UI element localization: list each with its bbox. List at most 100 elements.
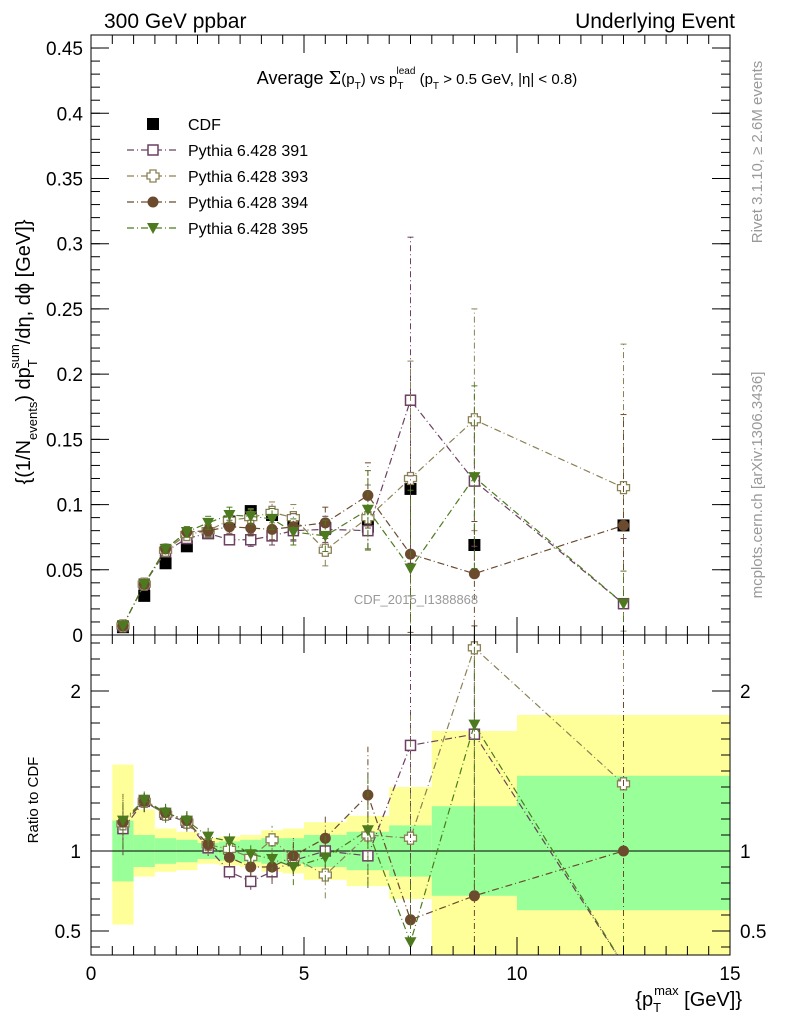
data-point [468,568,480,580]
data-point [223,534,236,546]
ratio-data-point [468,890,480,902]
data-point [223,510,236,521]
y-tick-label: 0.05 [46,561,83,582]
data-point [138,579,151,591]
legend-marker [147,196,159,208]
ratio-data-point [202,831,215,843]
header-right: Underlying Event [575,10,735,33]
ratio-y-tick-label: 0.5 [55,922,81,943]
legend-marker [146,169,160,183]
data-point [245,522,257,534]
legend-label: Pythia 6.428 393 [188,169,308,186]
series-2 [116,308,631,633]
ratio-series-3 [116,635,624,955]
x-tick-label: 5 [299,964,310,985]
data-point [266,513,279,525]
analysis-watermark: CDF_2015_I1388868 [354,592,478,607]
y-tick-label: 0.1 [57,496,83,517]
series-1 [117,236,630,636]
ratio-data-point [403,831,418,845]
main-title: Average Σ(pT) vs pTlead (pT > 0.5 GeV, |… [257,66,577,92]
data-point [244,511,257,523]
ratio-data-point [265,833,279,847]
legend-entry: Pythia 6.428 393 [127,169,308,186]
y-tick-label: 0.15 [46,430,83,451]
y-tick-label: 0.35 [46,169,83,190]
ratio-y-axis-label: Ratio to CDF [25,757,42,844]
rivet-label: Rivet 3.1.10, ≥ 2.6M events [749,61,766,244]
data-point [202,525,214,537]
ratio-series-line [122,733,619,955]
ratio-y-tick-label-right: 2 [740,682,751,703]
ratio-data-point [159,807,172,819]
data-point [617,598,630,610]
data-point [138,589,151,602]
ratio-y-tick-label-right: 0.5 [740,922,766,943]
y-tick-label: 0.45 [46,39,83,60]
data-point [319,530,332,542]
data-point [159,557,172,570]
data-point [159,543,172,555]
legend-label: Pythia 6.428 394 [188,195,308,212]
ratio-data-point [244,849,257,861]
data-point [223,521,235,533]
ratio-data-point [319,852,332,864]
data-point [180,526,193,538]
ratio-data-point [266,854,279,865]
ratio-data-point [618,845,629,857]
legend-label: Pythia 6.428 391 [188,143,308,160]
main-y-axis-label: {(1/Nevents) dpTsum/dη, dϕ [GeV]} [7,219,40,484]
legend-label: Pythia 6.428 395 [188,221,308,238]
ratio-data-point [223,866,236,878]
series-4 [116,385,630,636]
ratio-data-point [468,719,481,731]
main-axis-ticks: 0 0.05 0.1 0.15 0.2 0.25 0.3 0.35 0.4 0.45 [46,35,731,647]
legend-entry: CDF [147,117,221,134]
data-point [618,519,629,531]
data-point [361,504,374,516]
ratio-panel [116,635,631,955]
y-tick-label: 0.25 [46,300,83,321]
data-point [404,563,417,575]
data-point [468,472,481,484]
ratio-y-tick-label: 1 [70,842,81,863]
x-tick-label: 15 [719,964,740,985]
ratio-data-point [180,815,193,827]
data-point [202,517,215,529]
ratio-data-point [116,815,129,827]
legend-entry: Pythia 6.428 391 [127,143,308,160]
ratio-data-point [223,836,236,848]
ratio-data-point [287,862,300,873]
y-tick-label: 0 [72,626,83,647]
ratio-data-point [361,825,374,837]
legend-entry: Pythia 6.428 394 [127,195,308,212]
x-axis-label: {pTmax [GeV]} [635,983,742,1015]
ratio-data-point [245,875,257,888]
legend-marker [147,223,159,234]
ratio-y-tick-label-right: 1 [740,842,751,863]
main-panel [116,236,631,636]
legend-entry: Pythia 6.428 395 [127,221,308,238]
series-line [122,494,624,627]
y-tick-label: 0.4 [57,104,84,125]
x-tick-label: 10 [506,964,527,985]
legend-marker [147,118,159,130]
y-tick-label: 0.2 [57,365,83,386]
ratio-series-line [122,723,619,955]
data-point [287,526,300,538]
legend: CDF Pythia 6.428 391 Pythia 6.428 393 Pythi… [127,117,308,238]
ratio-data-point [404,937,417,949]
ratio-data-point [138,794,151,806]
ratio-data-point [245,861,257,873]
ratio-y-tick-label: 2 [70,682,81,703]
ratio-axis-ticks: 0.5 0.5 1 1 2 2 0 5 10 15 [55,635,766,985]
header-left: 300 GeV ppbar [104,10,246,33]
y-tick-label: 0.3 [57,235,83,256]
ratio-data-point [223,851,235,863]
mcplots-label: mcplots.cern.ch [arXiv:1306.3436] [749,372,766,599]
x-tick-label: 0 [86,964,97,985]
legend-marker [147,144,159,156]
data-point [403,471,418,486]
data-point [116,620,129,632]
